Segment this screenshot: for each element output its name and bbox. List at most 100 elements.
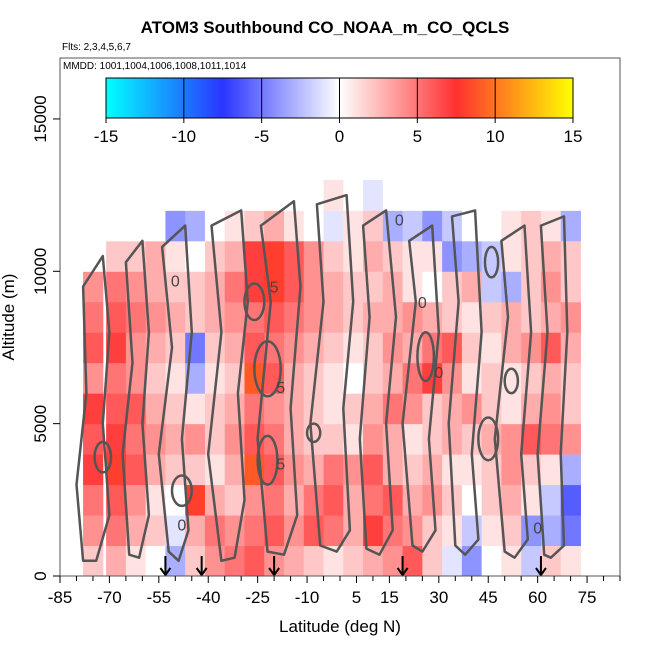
contour-line xyxy=(447,209,483,556)
heatmap-cell xyxy=(461,271,483,303)
flight-arrow-head xyxy=(396,567,409,577)
heatmap-cell xyxy=(125,484,147,516)
heatmap-cell xyxy=(402,393,423,425)
heatmap-cell xyxy=(284,179,305,211)
x-tick-label: -40 xyxy=(196,588,221,607)
heatmap-cell xyxy=(204,210,226,242)
heatmap-cell xyxy=(343,393,364,425)
heatmap-cell xyxy=(303,484,325,516)
heatmap-cell xyxy=(382,301,404,333)
heatmap-cell xyxy=(540,515,562,547)
heatmap-cell xyxy=(125,515,147,547)
contour-loop xyxy=(253,340,282,398)
heatmap-cell xyxy=(323,210,344,242)
y-tick-label: 0 xyxy=(31,571,50,580)
heatmap-cell xyxy=(540,240,562,272)
heatmap-cell xyxy=(461,545,483,577)
heatmap-cell xyxy=(540,423,562,455)
heatmap-cell xyxy=(560,271,581,303)
heatmap-cell xyxy=(185,362,206,394)
contour-label: 5 xyxy=(270,280,279,297)
heatmap-cell xyxy=(204,179,226,211)
heatmap-cell xyxy=(264,179,285,211)
heatmap-cell xyxy=(363,545,384,577)
heatmap-cell xyxy=(481,545,502,577)
colorbar-tick-label: 0 xyxy=(335,127,344,146)
heatmap-cell xyxy=(204,271,226,303)
contour-line xyxy=(75,254,111,563)
heatmap-cell xyxy=(422,179,443,211)
heatmap-cell xyxy=(382,454,404,486)
heatmap-cell xyxy=(185,545,206,577)
heatmap-cell xyxy=(244,515,265,547)
contour-loop xyxy=(416,330,436,383)
heatmap-cell xyxy=(145,179,166,211)
heatmap-cell xyxy=(224,210,245,242)
heatmap-cell xyxy=(125,332,147,364)
contour-label: 0 xyxy=(177,517,186,534)
heatmap-cell xyxy=(422,362,443,394)
x-tick-label: 15 xyxy=(380,588,399,607)
contour-line xyxy=(121,239,151,559)
contour-loop xyxy=(243,282,266,322)
heatmap-cell xyxy=(106,515,127,547)
heatmap-cell xyxy=(185,393,206,425)
heatmap-cell xyxy=(125,454,147,486)
contour-label: 0 xyxy=(418,295,427,312)
heatmap-cell xyxy=(185,210,206,242)
contour-line xyxy=(493,224,533,559)
contour-label: 0 xyxy=(171,274,180,291)
heatmap-cell xyxy=(363,362,384,394)
heatmap-cell xyxy=(303,332,325,364)
heatmap-cell xyxy=(382,240,404,272)
heatmap-cell xyxy=(382,179,404,211)
heatmap-cell xyxy=(540,362,562,394)
heatmap-cell xyxy=(402,210,423,242)
heatmap-cell xyxy=(165,515,186,547)
heatmap-cell xyxy=(244,179,265,211)
colorbar-tick-label: -5 xyxy=(254,127,269,146)
heatmap-cell xyxy=(521,271,542,303)
heatmap-cell xyxy=(106,545,127,577)
heatmap-cell xyxy=(501,484,522,516)
heatmap-cell xyxy=(165,393,186,425)
heatmap-cell xyxy=(560,484,581,516)
heatmap-cell xyxy=(165,484,186,516)
heatmap-cell xyxy=(402,515,423,547)
heatmap-cell xyxy=(83,210,104,242)
heatmap-cell xyxy=(481,515,502,547)
heatmap-cell xyxy=(442,240,463,272)
heatmap-cell xyxy=(501,301,522,333)
heatmap-cell xyxy=(560,393,581,425)
heatmap-cell xyxy=(264,515,285,547)
heatmap-cell xyxy=(284,423,305,455)
heatmap-cell xyxy=(422,454,443,486)
heatmap-cell xyxy=(145,210,166,242)
heatmap-cell xyxy=(165,240,186,272)
heatmap-cell xyxy=(284,484,305,516)
contour-loop xyxy=(170,474,194,508)
heatmap-cell xyxy=(224,301,245,333)
heatmap-cell xyxy=(244,484,265,516)
heatmap-cell xyxy=(442,515,463,547)
heatmap-cell xyxy=(125,240,147,272)
heatmap-cell xyxy=(481,484,502,516)
heatmap-cell xyxy=(501,423,522,455)
heatmap-cell xyxy=(106,423,127,455)
heatmap-cell xyxy=(125,271,147,303)
heatmap-cell xyxy=(323,301,344,333)
heatmap-cell xyxy=(501,210,522,242)
colorbar-tick-label: -10 xyxy=(172,127,197,146)
flights-label: Flts: 2,3,4,5,6,7 xyxy=(62,42,131,53)
heatmap-cell xyxy=(165,332,186,364)
heatmap-cell xyxy=(303,393,325,425)
heatmap-cell xyxy=(125,423,147,455)
contour-line xyxy=(206,209,250,563)
heatmap-cell xyxy=(442,545,463,577)
heatmap-cell xyxy=(481,179,502,211)
contour-loop xyxy=(93,440,113,474)
heatmap-cell xyxy=(284,210,305,242)
heatmap-cell xyxy=(106,240,127,272)
heatmap-cell xyxy=(264,484,285,516)
heatmap-cell xyxy=(481,362,502,394)
